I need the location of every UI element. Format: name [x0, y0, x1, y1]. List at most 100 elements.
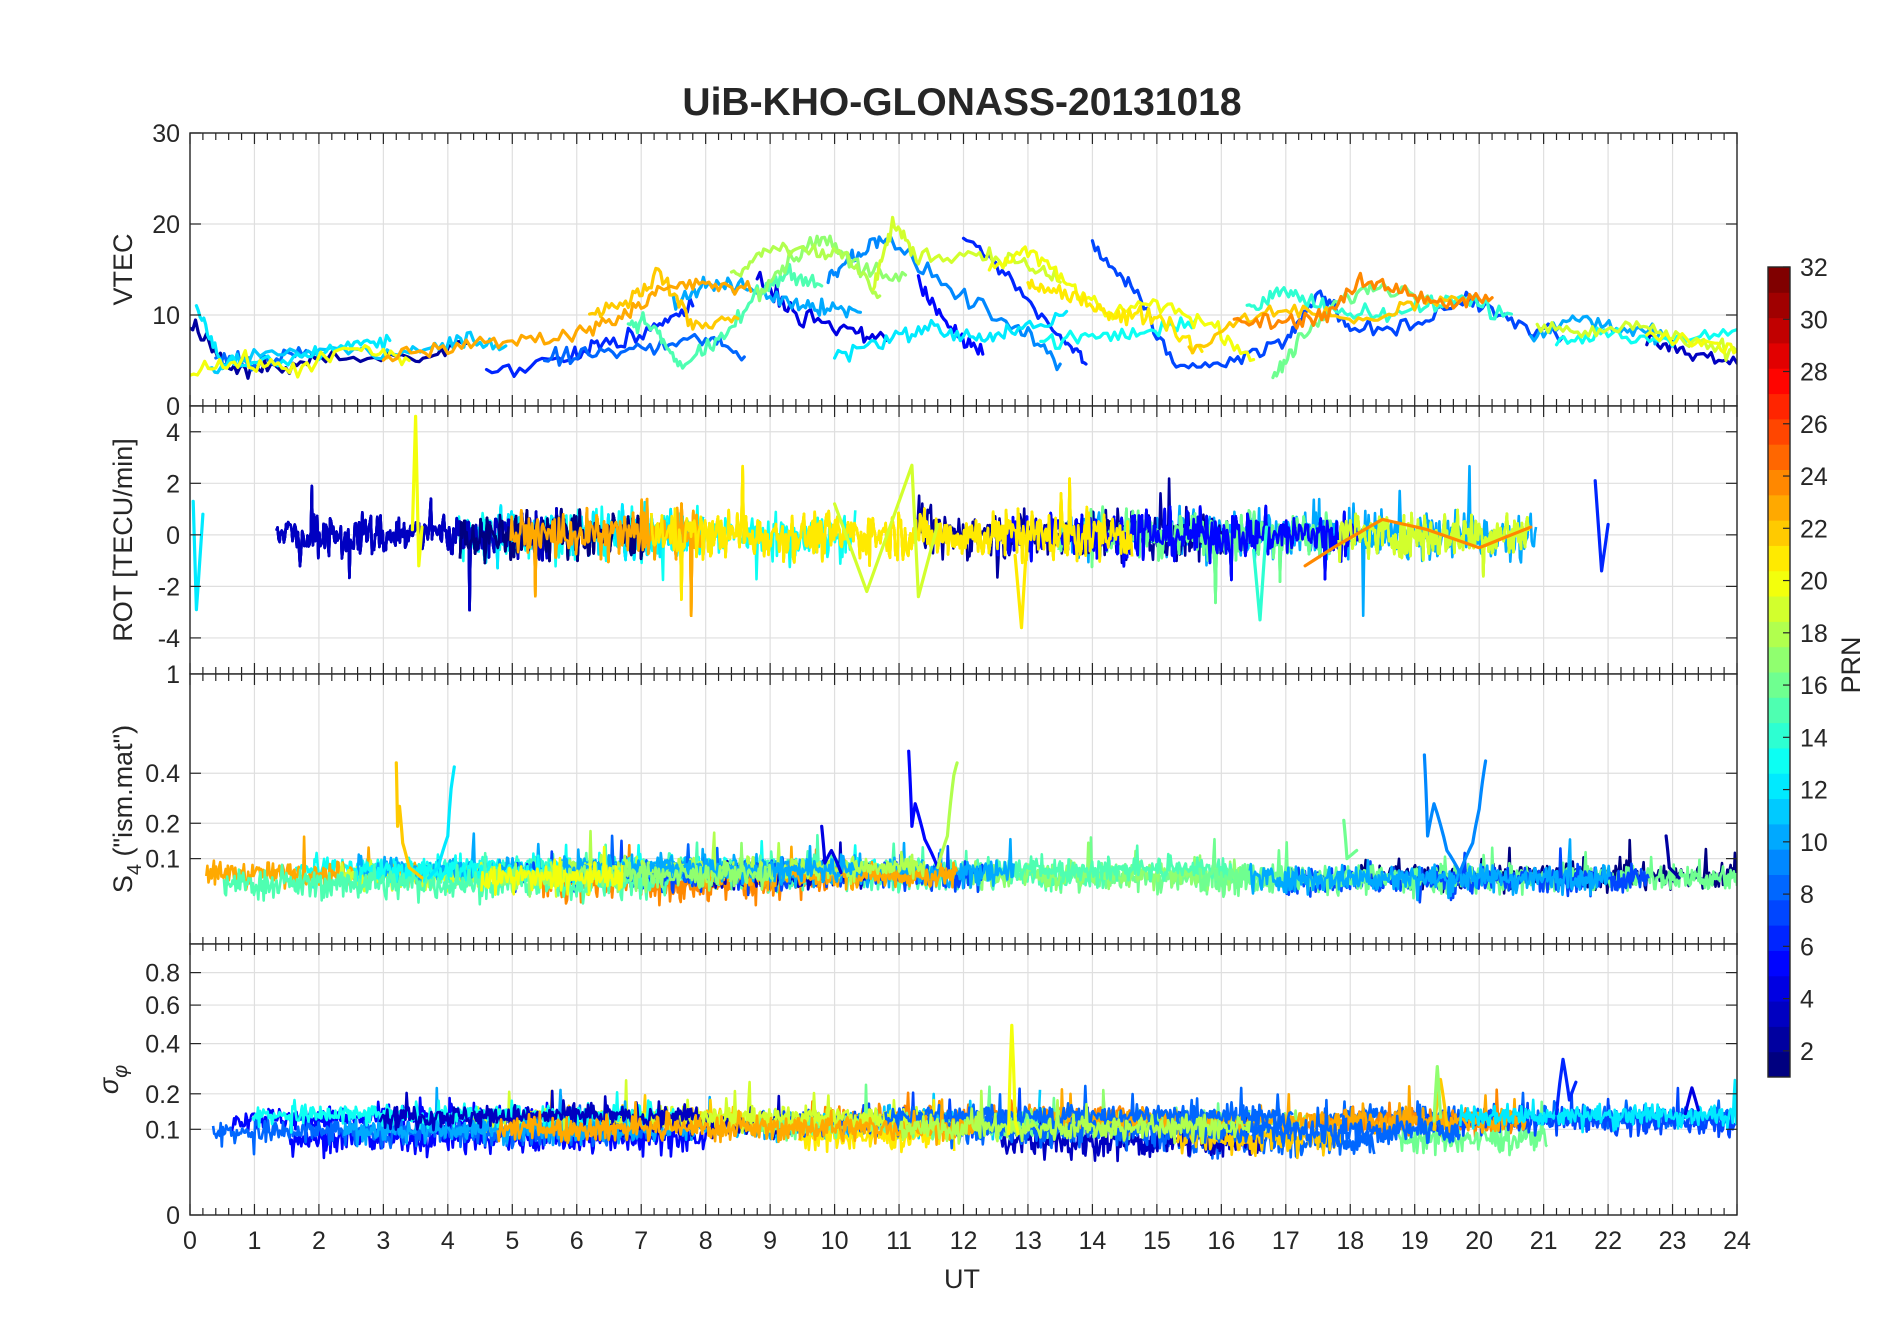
x-tick-label: 21 — [1530, 1227, 1558, 1255]
x-tick-label: 1 — [248, 1227, 262, 1255]
colorbar-swatch — [1768, 596, 1790, 622]
colorbar-tick-label: 28 — [1800, 359, 1828, 387]
colorbar-tick-label: 12 — [1800, 777, 1828, 805]
colorbar-swatch — [1768, 393, 1790, 420]
x-tick-label: 20 — [1465, 1227, 1493, 1255]
series-line-prn-24 — [1303, 517, 1533, 568]
x-tick-label: 14 — [1079, 1227, 1107, 1255]
y-tick-label: 0.8 — [145, 960, 180, 988]
background-trace — [1459, 1078, 1737, 1134]
colorbar-swatch — [1768, 798, 1790, 825]
colorbar-tick-label: 14 — [1800, 724, 1828, 752]
y-tick-label: 1 — [166, 661, 180, 689]
series-line-prn-20 — [987, 245, 1256, 363]
x-tick-label: 9 — [763, 1227, 777, 1255]
y-tick-label: 2 — [166, 470, 180, 498]
series-line-prn-9 — [1422, 753, 1462, 875]
colorbar-swatch — [1768, 1026, 1790, 1053]
rot-y-axis-label: ROT [TECU/min] — [108, 438, 138, 642]
y-tick-label: 0 — [166, 1202, 180, 1230]
colorbar-swatch — [1768, 747, 1790, 774]
vtec-data — [190, 215, 1737, 380]
y-tick-label: 0.6 — [145, 992, 180, 1020]
s4-panel: 0.1 0.2 0.4 1 S4 ("ism.mat") — [108, 661, 1738, 945]
series-line-prn-24 — [1232, 271, 1494, 330]
x-tick-label: 18 — [1336, 1227, 1364, 1255]
x-tick-label: 24 — [1723, 1227, 1751, 1255]
x-tick-label: 7 — [634, 1227, 648, 1255]
x-tick-label: 10 — [821, 1227, 849, 1255]
colorbar-swatch — [1768, 494, 1790, 521]
rot-panel: -4 -2 0 2 4 ROT [TECU/min] — [108, 405, 1738, 675]
colorbar-swatch — [1768, 697, 1790, 724]
series-line-prn-5 — [916, 274, 985, 356]
y-tick-label: 0 — [166, 393, 180, 421]
series-line-prn-21 — [1013, 520, 1030, 630]
colorbar-tick-label: 2 — [1800, 1038, 1814, 1066]
colorbar-tick-label: 18 — [1800, 620, 1828, 648]
series-line-prn-19 — [833, 463, 940, 599]
sigma-data — [211, 1023, 1737, 1163]
background-trace — [480, 845, 624, 896]
series-line-prn-7 — [1090, 239, 1565, 370]
series-line-prn-22 — [1432, 1077, 1449, 1131]
background-trace — [898, 1089, 1251, 1145]
colorbar-swatch — [1768, 646, 1790, 673]
colorbar-swatch — [1768, 773, 1790, 800]
series-line-prn-19 — [1535, 320, 1737, 362]
sigma-panel: 00.10.20.40.60.80 1 2 3 4 5 6 7 8 9 10 11 12 13 14 15 16… — [94, 943, 1751, 1255]
x-tick-label: 22 — [1594, 1227, 1622, 1255]
vtec-panel: 0 10 20 30 VTEC — [108, 120, 1738, 421]
colorbar-swatch — [1768, 444, 1790, 470]
x-tick-label: 15 — [1143, 1227, 1171, 1255]
colorbar-swatch — [1768, 672, 1790, 698]
colorbar-swatch — [1768, 418, 1790, 445]
series-line-prn-22 — [588, 266, 740, 331]
s4-y-axis-label: S4 ("ism.mat") — [108, 725, 146, 893]
series-line-prn-19 — [871, 215, 1062, 292]
colorbar-tick-label: 26 — [1800, 411, 1828, 439]
series-line-prn-12 — [194, 304, 392, 371]
y-tick-label: 0.1 — [145, 1116, 180, 1144]
colorbar-swatch — [1768, 469, 1790, 496]
s4-data — [205, 749, 1737, 907]
colorbar-tick-label: 32 — [1800, 254, 1828, 282]
y-tick-label: 0.2 — [145, 810, 180, 838]
x-tick-label: 5 — [505, 1227, 519, 1255]
colorbar-tick-label: 10 — [1800, 829, 1828, 857]
background-trace — [558, 844, 856, 886]
series-line-prn-2 — [1664, 834, 1681, 880]
series-line-prn-9 — [1458, 759, 1488, 875]
x-tick-label: 19 — [1401, 1227, 1429, 1255]
s4-ticks — [189, 674, 1738, 944]
vtec-y-axis-label: VTEC — [108, 233, 138, 305]
background-trace — [1397, 1100, 1549, 1157]
y-tick-label: 30 — [152, 120, 180, 148]
background-trace — [486, 841, 775, 898]
series-line-prn-14 — [1252, 525, 1269, 622]
x-tick-label: 16 — [1207, 1227, 1235, 1255]
x-tick-label: 17 — [1272, 1227, 1300, 1255]
y-tick-label: -2 — [158, 573, 180, 601]
y-tick-label: 0.4 — [145, 760, 180, 788]
colorbar-frame — [1767, 266, 1791, 1078]
x-tick-label: 0 — [183, 1227, 197, 1255]
background-trace — [496, 1098, 981, 1146]
y-tick-label: 10 — [152, 302, 180, 330]
series-line-prn-14 — [1245, 286, 1513, 323]
series-line-prn-17 — [755, 234, 908, 303]
colorbar-tick-label: 4 — [1800, 986, 1814, 1014]
series-line-prn-5 — [907, 749, 940, 870]
x-tick-label: 6 — [570, 1227, 584, 1255]
colorbar-swatch — [1768, 849, 1790, 875]
series-line-prn-10 — [671, 275, 862, 319]
series-line-prn-4 — [1683, 1086, 1700, 1116]
x-tick-label: 11 — [886, 1227, 912, 1255]
series-line-prn-6 — [1554, 1057, 1578, 1116]
sigma-y-axis-label: σφ — [94, 1065, 132, 1094]
series-line-prn-16 — [1342, 818, 1359, 861]
x-tick-label: 23 — [1659, 1227, 1687, 1255]
y-tick-label: -4 — [158, 625, 180, 653]
